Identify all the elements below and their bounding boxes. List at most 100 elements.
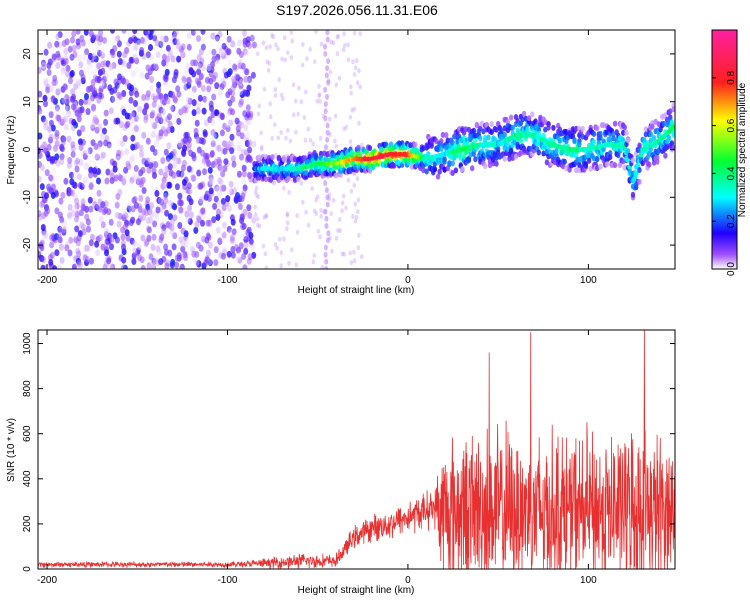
spectrogram-noise-cell <box>38 66 42 74</box>
spectrogram-noise-cell <box>226 250 232 258</box>
spectrogram-noise-cell <box>247 77 252 84</box>
spectrogram-ridge-cell <box>521 110 527 117</box>
spectrogram-noise-cell <box>160 35 166 43</box>
spectrogram-noise-cell <box>98 35 104 43</box>
colorbar-ticks: 0.0 0.2 0.4 0.6 0.8 <box>712 70 737 276</box>
spectrogram-noise-cell <box>70 88 76 96</box>
spectrogram-ridge-cell <box>421 167 426 174</box>
spectrogram-noise-cell <box>215 185 221 193</box>
spectrogram-noise-cell <box>215 226 221 234</box>
spectrogram-noise-cell <box>48 133 54 141</box>
spectrogram-noise-cell <box>226 142 232 150</box>
spectrogram-noise-cell <box>202 95 208 103</box>
spectrogram-noise-cell <box>221 184 227 192</box>
spectrogram-noise-cell <box>125 234 131 242</box>
spectrogram-ridge-cell <box>588 165 593 172</box>
spectrogram-noise-cell <box>39 183 45 191</box>
spectrogram-noise-cell <box>170 91 175 99</box>
spectrogram-noise-cell <box>132 247 138 255</box>
spectrogram-noise-cell <box>67 156 73 164</box>
spectrogram-noise-cell <box>336 228 340 234</box>
spectrogram-noise-cell <box>314 30 318 35</box>
spectrogram-noise-cell <box>85 108 91 116</box>
spectrogram-noise-cell <box>115 35 121 43</box>
spectrogram-noise-cell <box>61 64 67 71</box>
spectrogram-noise-cell <box>72 193 78 201</box>
spectrogram-noise-cell <box>125 120 131 128</box>
spectrogram-noise-cell <box>172 232 178 240</box>
spectrogram-noise-cell <box>129 156 135 163</box>
spectrogram-noise-cell <box>278 236 282 242</box>
spectrogram-noise-cell <box>200 207 206 215</box>
spectrogram-ridge-cell <box>621 129 626 136</box>
spectrogram-noise-cell <box>65 104 70 112</box>
spectrogram-noise-cell <box>106 52 112 60</box>
spectrogram-noise-cell <box>238 88 244 96</box>
spectrogram-noise-cell <box>110 30 115 34</box>
spectrogram-noise-cell <box>88 181 94 189</box>
spectrogram-noise-cell <box>109 169 115 177</box>
spectrogram-noise-cell <box>94 153 100 161</box>
spectrogram-noise-cell <box>63 58 69 65</box>
spectrogram-noise-cell <box>121 60 127 68</box>
spectrogram-noise-cell <box>196 216 202 223</box>
spectrogram-noise-cell <box>83 176 89 184</box>
spectrogram-noise-cell <box>235 111 241 119</box>
spectrogram-ridge-cell <box>461 153 467 160</box>
spectrogram-noise-cell <box>325 36 330 43</box>
spectrogram-ridge-cell <box>637 178 642 185</box>
spectrogram-noise-cell <box>207 116 213 124</box>
spectrogram-noise-cell <box>129 45 135 52</box>
spectrogram-ridge-cell <box>577 141 582 148</box>
spectrogram-noise-cell <box>350 107 354 113</box>
spectrogram-noise-cell <box>264 213 268 219</box>
spectrogram-noise-cell <box>198 198 203 206</box>
spectrogram-noise-cell <box>327 116 332 122</box>
spectrogram-noise-cell <box>220 49 226 56</box>
spectrogram-noise-cell <box>90 121 96 129</box>
spectrogram-noise-cell <box>59 153 65 161</box>
spectrogram-noise-cell <box>110 95 116 103</box>
spectrogram-noise-cell <box>230 155 236 163</box>
spectrogram-noise-cell <box>41 59 46 67</box>
spectrogram-ridge-cell <box>669 140 675 147</box>
spectrogram-noise-cell <box>180 171 186 179</box>
spectrogram-noise-cell <box>94 126 100 134</box>
spectrogram-ridge-cell <box>489 121 494 127</box>
spectrogram-noise-cell <box>180 245 186 253</box>
spectrogram-noise-cell <box>144 102 150 110</box>
spectrogram-ridge-cell <box>263 176 269 183</box>
spectrogram-noise-cell <box>145 196 151 204</box>
spectrogram-ridge-cell <box>434 138 439 145</box>
spectrogram-noise-cell <box>54 40 60 48</box>
spectrogram-noise-cell <box>136 39 141 47</box>
spectrogram-noise-cell <box>247 146 253 154</box>
spectrogram-noise-cell <box>156 148 162 156</box>
spectrogram-noise-cell <box>81 204 87 212</box>
spectrogram-noise-cell <box>162 180 168 188</box>
spectrogram-noise-cell <box>144 30 150 35</box>
spectrogram-noise-cell <box>100 60 106 68</box>
spectrogram-noise-cell <box>218 164 224 172</box>
spectrogram-noise-cell <box>152 244 158 252</box>
spectrogram-noise-cell <box>325 93 329 100</box>
spectrogram-noise-cell <box>245 131 250 139</box>
spectrogram-noise-cell <box>116 91 122 99</box>
spectrogram-noise-cell <box>247 76 252 83</box>
spectrogram-noise-cell <box>63 122 69 130</box>
spectrogram-noise-cell <box>61 66 67 73</box>
spectrogram-noise-cell <box>65 64 71 72</box>
spectrogram-noise-cell <box>117 188 123 196</box>
spectrogram-noise-cell <box>42 94 48 102</box>
spectrogram-noise-cell <box>227 68 233 76</box>
spectrogram-noise-cell <box>325 201 330 208</box>
spectrogram-noise-cell <box>231 228 237 236</box>
spectrogram-noise-cell <box>169 224 175 232</box>
spectrogram-noise-cell <box>199 161 205 169</box>
colorbar-tick-label: 0.2 <box>726 214 737 228</box>
spectrogram-noise-cell <box>70 141 76 149</box>
spectrogram-noise-cell <box>76 54 82 62</box>
spectrogram-noise-cell <box>63 105 69 112</box>
spectrogram-noise-cell <box>245 118 251 126</box>
spectrogram-noise-cell <box>98 85 104 93</box>
